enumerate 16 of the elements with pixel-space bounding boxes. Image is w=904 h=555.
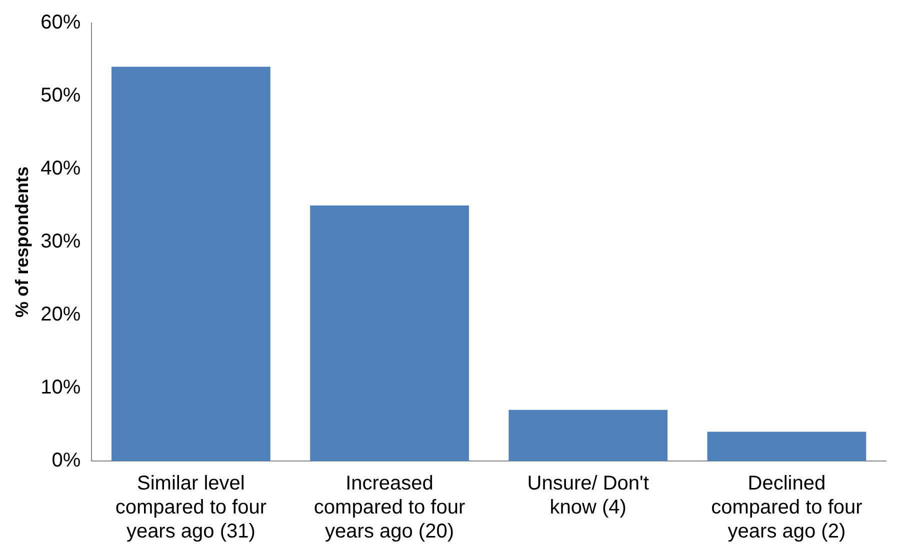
bar xyxy=(508,410,668,461)
x-tick-label: Increased compared to four years ago (20) xyxy=(314,472,466,543)
y-axis-title: % of respondents xyxy=(12,166,32,318)
x-tick-label: Declined compared to four years ago (2) xyxy=(711,472,863,543)
bar xyxy=(707,432,866,461)
bar xyxy=(310,206,469,461)
bar xyxy=(111,66,270,461)
y-tick-label: 30% xyxy=(40,230,81,253)
y-tick-label: 10% xyxy=(40,376,81,399)
y-tick-label: 40% xyxy=(40,158,81,180)
y-tick-label: 0% xyxy=(52,450,81,472)
y-tick-label: 60% xyxy=(40,12,81,34)
y-tick-label: 50% xyxy=(40,84,81,107)
y-tick-label: 20% xyxy=(40,304,81,326)
x-tick-label: Similar level compared to four years ago (31) xyxy=(115,472,267,543)
x-tick-label: Unsure/ Don't know (4) xyxy=(527,472,650,519)
